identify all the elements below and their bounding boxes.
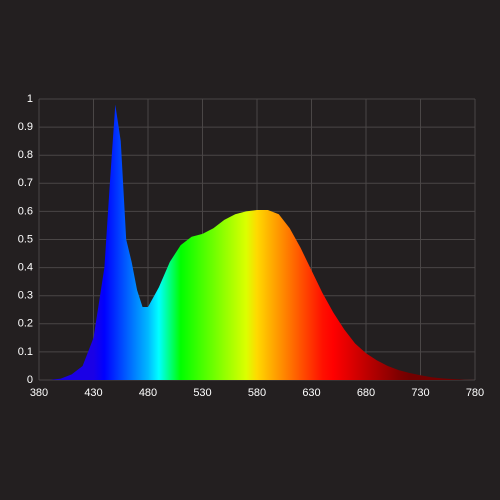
spectrum-area — [39, 104, 475, 381]
y-tick-label: 1 — [27, 93, 33, 105]
x-tick-label: 480 — [139, 387, 157, 399]
y-tick-label: 0 — [27, 374, 33, 386]
y-tick-label: 0.2 — [18, 318, 33, 330]
y-tick-label: 0.6 — [18, 205, 33, 217]
y-tick-label: 0.7 — [18, 177, 33, 189]
x-tick-label: 430 — [84, 387, 102, 399]
x-tick-label: 380 — [30, 387, 48, 399]
y-tick-label: 0.9 — [18, 121, 33, 133]
y-tick-label: 0.5 — [18, 233, 33, 245]
y-tick-label: 0.4 — [18, 262, 33, 274]
x-tick-label: 680 — [357, 387, 375, 399]
x-tick-label: 730 — [411, 387, 429, 399]
y-tick-label: 0.1 — [18, 346, 33, 358]
x-tick-label: 780 — [466, 387, 484, 399]
x-tick-label: 530 — [193, 387, 211, 399]
y-tick-label: 0.8 — [18, 149, 33, 161]
x-tick-label: 580 — [248, 387, 266, 399]
x-tick-label: 630 — [302, 387, 320, 399]
y-tick-label: 0.3 — [18, 290, 33, 302]
